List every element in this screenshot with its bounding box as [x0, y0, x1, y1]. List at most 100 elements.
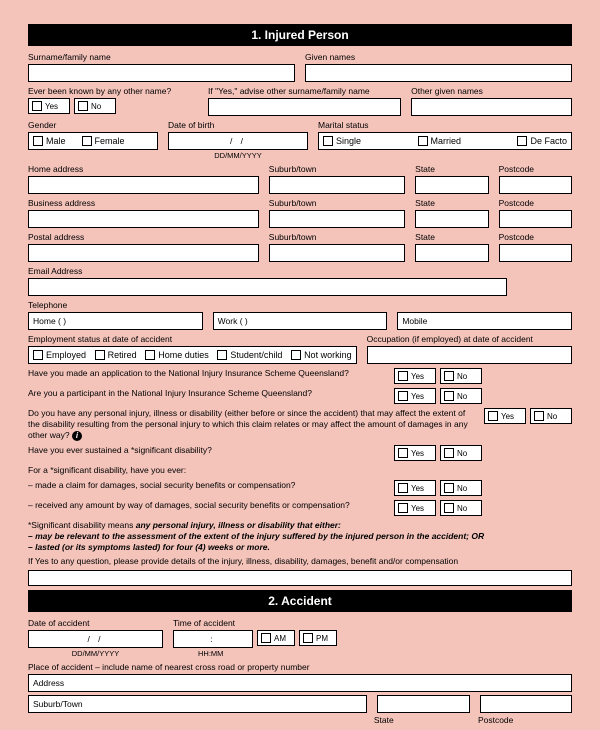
q1-text: Have you made an application to the Nati… — [28, 368, 384, 379]
sig-a-text: – made a claim for damages, social secur… — [28, 480, 384, 491]
business-state-label: State — [415, 198, 488, 208]
place-state-input[interactable] — [377, 695, 469, 713]
marital-single-checkbox[interactable]: Single — [323, 136, 361, 146]
q3-text: Do you have any personal injury, illness… — [28, 408, 474, 441]
postal-suburb-label: Suburb/town — [269, 232, 405, 242]
acc-time-input[interactable]: : — [173, 630, 253, 648]
q2-text: Are you a participant in the National In… — [28, 388, 384, 399]
gender-male-checkbox[interactable]: Male — [33, 136, 66, 146]
other-given-label: Other given names — [411, 86, 572, 96]
business-suburb-label: Suburb/town — [269, 198, 405, 208]
acc-am-checkbox[interactable]: AM — [257, 630, 295, 646]
business-suburb-input[interactable] — [269, 210, 405, 228]
sig-b-no-checkbox[interactable]: No — [440, 500, 482, 516]
tel-home-input[interactable]: Home ( ) — [28, 312, 203, 330]
tel-mobile-input[interactable]: Mobile — [397, 312, 572, 330]
emp-retired-checkbox[interactable]: Retired — [95, 350, 137, 360]
postal-suburb-input[interactable] — [269, 244, 405, 262]
sig-b-text: – received any amount by way of damages,… — [28, 500, 384, 511]
postal-postcode-label: Postcode — [499, 232, 572, 242]
other-given-input[interactable] — [411, 98, 572, 116]
sig-a-yes-checkbox[interactable]: Yes — [394, 480, 436, 496]
acc-date-input[interactable]: / / — [28, 630, 163, 648]
emp-homeduties-checkbox[interactable]: Home duties — [145, 350, 209, 360]
emp-notworking-checkbox[interactable]: Not working — [291, 350, 352, 360]
email-label: Email Address — [28, 266, 572, 276]
form-page: 1. Injured Person Surname/family name Gi… — [0, 0, 600, 730]
other-name-yes-checkbox[interactable]: Yes — [28, 98, 70, 114]
home-addr-label: Home address — [28, 164, 259, 174]
place-postcode-label: Postcode — [478, 715, 572, 725]
surname-input[interactable] — [28, 64, 295, 82]
advise-other-label: If "Yes," advise other surname/family na… — [208, 86, 401, 96]
home-postcode-input[interactable] — [499, 176, 572, 194]
business-postcode-input[interactable] — [499, 210, 572, 228]
postal-addr-input[interactable] — [28, 244, 259, 262]
gender-female-checkbox[interactable]: Female — [82, 136, 125, 146]
business-state-input[interactable] — [415, 210, 488, 228]
place-suburb-input[interactable]: Suburb/Town — [28, 695, 367, 713]
occupation-label: Occupation (if employed) at date of acci… — [367, 334, 572, 344]
place-address-input[interactable]: Address — [28, 674, 572, 692]
home-state-label: State — [415, 164, 488, 174]
marital-defacto-checkbox[interactable]: De Facto — [517, 136, 567, 146]
postal-state-input[interactable] — [415, 244, 488, 262]
place-postcode-input[interactable] — [480, 695, 572, 713]
other-name-no-checkbox[interactable]: No — [74, 98, 116, 114]
gender-label: Gender — [28, 120, 158, 130]
home-postcode-label: Postcode — [499, 164, 572, 174]
sig-intro: For a *significant disability, have you … — [28, 465, 572, 476]
q4-yes-checkbox[interactable]: Yes — [394, 445, 436, 461]
info-icon: i — [72, 431, 82, 441]
details-input-1[interactable] — [28, 570, 572, 586]
marital-label: Marital status — [318, 120, 572, 130]
place-label: Place of accident – include name of near… — [28, 662, 572, 672]
q1-yes-checkbox[interactable]: Yes — [394, 368, 436, 384]
q3-no-checkbox[interactable]: No — [530, 408, 572, 424]
acc-date-label: Date of accident — [28, 618, 163, 628]
acc-pm-checkbox[interactable]: PM — [299, 630, 337, 646]
q2-yes-checkbox[interactable]: Yes — [394, 388, 436, 404]
tel-work-input[interactable]: Work ( ) — [213, 312, 388, 330]
sig-def: *Significant disability means any person… — [28, 520, 572, 553]
q4-text: Have you ever sustained a *significant d… — [28, 445, 384, 456]
home-suburb-label: Suburb/town — [269, 164, 405, 174]
emp-student-checkbox[interactable]: Student/child — [217, 350, 282, 360]
business-addr-label: Business address — [28, 198, 259, 208]
q1-no-checkbox[interactable]: No — [440, 368, 482, 384]
emp-employed-checkbox[interactable]: Employed — [33, 350, 86, 360]
section-2-header: 2. Accident — [28, 590, 572, 612]
if-yes-text: If Yes to any question, please provide d… — [28, 556, 572, 567]
place-state-label: State — [374, 715, 468, 725]
employment-label: Employment status at date of accident — [28, 334, 357, 344]
acc-date-format: DD/MM/YYYY — [28, 649, 163, 658]
given-names-label: Given names — [305, 52, 572, 62]
surname-label: Surname/family name — [28, 52, 295, 62]
telephone-label: Telephone — [28, 300, 572, 310]
acc-time-label: Time of accident — [173, 618, 373, 628]
given-names-input[interactable] — [305, 64, 572, 82]
postal-state-label: State — [415, 232, 488, 242]
q2-no-checkbox[interactable]: No — [440, 388, 482, 404]
postal-addr-label: Postal address — [28, 232, 259, 242]
other-name-label: Ever been known by any other name? — [28, 86, 198, 96]
advise-other-input[interactable] — [208, 98, 401, 116]
dob-label: Date of birth — [168, 120, 308, 130]
dob-format: DD/MM/YYYY — [168, 151, 308, 160]
sig-b-yes-checkbox[interactable]: Yes — [394, 500, 436, 516]
business-addr-input[interactable] — [28, 210, 259, 228]
postal-postcode-input[interactable] — [499, 244, 572, 262]
dob-input[interactable]: / / — [168, 132, 308, 150]
home-suburb-input[interactable] — [269, 176, 405, 194]
q4-no-checkbox[interactable]: No — [440, 445, 482, 461]
sig-a-no-checkbox[interactable]: No — [440, 480, 482, 496]
business-postcode-label: Postcode — [499, 198, 572, 208]
home-addr-input[interactable] — [28, 176, 259, 194]
q3-yes-checkbox[interactable]: Yes — [484, 408, 526, 424]
marital-married-checkbox[interactable]: Married — [418, 136, 462, 146]
section-1-header: 1. Injured Person — [28, 24, 572, 46]
home-state-input[interactable] — [415, 176, 488, 194]
acc-time-format: HH:MM — [173, 649, 373, 658]
occupation-input[interactable] — [367, 346, 572, 364]
email-input[interactable] — [28, 278, 507, 296]
